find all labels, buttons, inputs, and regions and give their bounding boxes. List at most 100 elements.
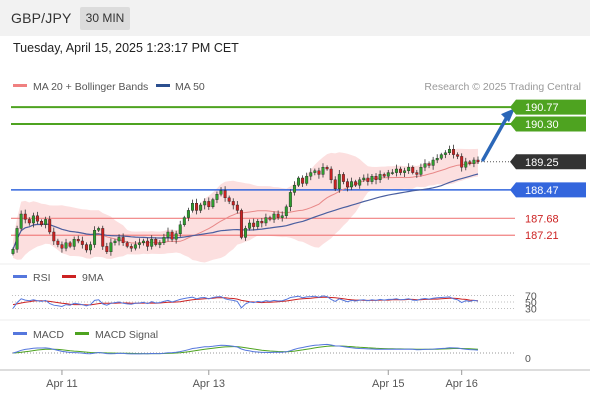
- candle-body: [72, 238, 76, 247]
- candle-body: [374, 175, 378, 180]
- chart-header: GBP/JPY 30 MIN: [0, 0, 590, 36]
- candle-body: [186, 210, 190, 218]
- candle-body: [121, 237, 125, 243]
- candle-body: [137, 242, 141, 245]
- x-tick-label: Apr 11: [46, 378, 78, 390]
- candle-body: [199, 204, 203, 211]
- candle-body: [447, 148, 451, 153]
- candle-body: [31, 215, 35, 224]
- candle-body: [394, 168, 398, 173]
- candle-body: [162, 237, 166, 243]
- candle-body: [288, 192, 292, 207]
- candle-body: [386, 172, 390, 177]
- resistance-level-label-0: 190.77: [525, 102, 559, 114]
- candle-body: [268, 217, 272, 220]
- candle-body: [146, 240, 150, 247]
- candle-body: [276, 213, 280, 218]
- candle-body: [317, 170, 321, 175]
- legend-ma50-swatch: [156, 84, 170, 87]
- forecast-arrow: [481, 108, 515, 162]
- forecast-arrow-shaft: [481, 115, 509, 162]
- candle-body: [48, 219, 52, 233]
- candle-body: [341, 174, 345, 182]
- forecast-arrow-head: [501, 108, 515, 123]
- timeframe-button[interactable]: 30 MIN: [80, 7, 130, 30]
- resistance-level-label-box-0: [510, 99, 586, 115]
- candle-body: [158, 242, 162, 245]
- macd-line: [12, 343, 479, 355]
- price-levels: [11, 106, 515, 236]
- candle-body: [227, 197, 231, 202]
- candle-body: [313, 170, 317, 173]
- x-tick-label: Apr 16: [445, 378, 477, 390]
- candle-body: [170, 231, 174, 240]
- candle-body: [178, 224, 182, 235]
- candle-body: [68, 242, 72, 247]
- candle-body: [129, 246, 133, 249]
- candle-body: [142, 240, 145, 243]
- candle-body: [76, 238, 80, 242]
- candle-body: [211, 199, 215, 208]
- candle-body: [11, 249, 15, 254]
- candle-body: [23, 213, 27, 220]
- datetime-label: Tuesday, April 15, 2025 1:23:17 PM CET: [13, 41, 239, 55]
- rsi-tick-label: 50: [525, 297, 537, 309]
- rsi-tick-label: 70: [525, 291, 537, 303]
- candle-body: [284, 206, 288, 217]
- candle-body: [44, 219, 48, 225]
- x-tick-label: Apr 13: [193, 378, 225, 390]
- candle-body: [27, 219, 31, 224]
- candle-body: [97, 228, 101, 231]
- pivot-level-label-box-3: [510, 182, 586, 198]
- candle-body: [215, 193, 219, 200]
- candle-body: [272, 213, 276, 220]
- candle-body: [354, 181, 358, 186]
- support-level-label-4: 187.68: [525, 213, 559, 225]
- candle-body: [174, 233, 178, 240]
- candle-body: [370, 175, 374, 182]
- candle-body: [239, 210, 243, 238]
- bollinger-band-area: [13, 148, 478, 263]
- candle-body: [456, 154, 460, 157]
- candle-body: [472, 159, 476, 164]
- candle-body: [256, 220, 260, 227]
- candle-body: [248, 222, 252, 229]
- candle-body: [264, 217, 268, 224]
- rsi-line: [12, 295, 479, 309]
- candle-body: [113, 240, 117, 243]
- price-level-labels: 190.77 190.30 189.25 188.47 187.68 187.21: [510, 99, 586, 242]
- candle-body: [84, 244, 88, 251]
- candle-body: [154, 238, 158, 245]
- candle-body: [309, 172, 313, 177]
- legend-ma20-label: MA 20 + Bollinger Bands: [33, 81, 148, 93]
- legend-9ma-label: 9MA: [82, 272, 104, 284]
- candle-body: [333, 179, 337, 190]
- candle-body: [378, 174, 382, 180]
- candle-body: [19, 213, 23, 229]
- candle-body: [399, 168, 402, 173]
- legend-rsi-swatch: [13, 275, 27, 278]
- candle-body: [80, 240, 84, 245]
- current-level-label-2: 189.25: [525, 157, 559, 169]
- candle-body: [423, 163, 427, 168]
- legend-ma50-label: MA 50: [175, 81, 205, 93]
- candle-body: [235, 204, 239, 211]
- candle-body: [431, 159, 435, 166]
- candle-body: [390, 172, 394, 174]
- candle-body: [260, 220, 264, 224]
- candle-body: [435, 157, 439, 161]
- bollinger-band-fill: [13, 148, 478, 263]
- candle-body: [207, 201, 211, 207]
- candle-body: [439, 154, 443, 159]
- candle-body: [321, 166, 325, 175]
- candle-body: [305, 175, 309, 184]
- candle-body: [117, 237, 121, 242]
- candle-body: [64, 242, 68, 249]
- rsi-tick-label: 30: [525, 303, 537, 315]
- candle-body: [133, 244, 137, 249]
- support-level-label-5: 187.21: [525, 230, 559, 242]
- candle-body: [362, 177, 366, 180]
- candle-body: [101, 228, 105, 247]
- candle-body: [231, 201, 235, 206]
